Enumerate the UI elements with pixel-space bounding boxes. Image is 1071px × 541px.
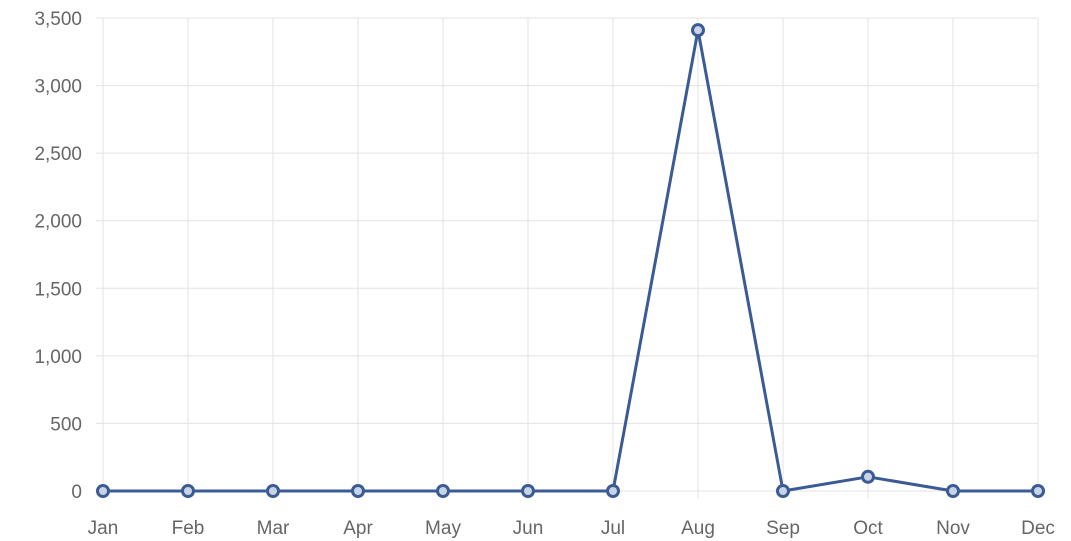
data-point[interactable] [181, 484, 195, 498]
data-point[interactable] [436, 484, 450, 498]
series-line [103, 28, 1038, 493]
data-point[interactable] [861, 469, 875, 484]
y-tick-label: 2,500 [34, 144, 82, 165]
x-tick-label: Feb [172, 518, 205, 539]
data-point[interactable] [521, 484, 535, 498]
y-tick-label: 3,500 [34, 9, 82, 30]
x-tick-label: Oct [853, 518, 883, 539]
x-tick-label: Jul [601, 518, 625, 539]
data-point[interactable] [776, 484, 790, 498]
series-layer [96, 23, 1045, 498]
x-tick-label: Jun [513, 518, 544, 539]
x-axis-ticks: Jan Feb Mar Apr May Jun Jul Aug Sep Oct Nov Dec [88, 518, 1055, 539]
x-tick-label: Aug [681, 518, 715, 539]
x-tick-label: May [425, 518, 461, 539]
y-tick-label: 1,000 [34, 347, 82, 368]
data-point[interactable] [266, 484, 280, 498]
grid [96, 17, 1039, 499]
data-point[interactable] [351, 484, 365, 498]
x-tick-label: Dec [1021, 518, 1055, 539]
x-tick-label: Nov [936, 518, 970, 539]
data-point[interactable] [1031, 484, 1045, 498]
y-tick-label: 1,500 [34, 279, 82, 300]
y-tick-label: 0 [71, 482, 82, 503]
data-point[interactable] [96, 484, 110, 498]
data-point[interactable] [946, 484, 960, 498]
x-tick-label: Jan [88, 518, 119, 539]
data-point[interactable] [691, 23, 705, 38]
data-point[interactable] [606, 484, 620, 498]
y-tick-label: 500 [50, 414, 82, 435]
y-tick-label: 2,000 [34, 212, 82, 233]
x-tick-label: Mar [257, 518, 290, 539]
x-tick-label: Apr [343, 518, 373, 539]
y-tick-label: 3,000 [34, 77, 82, 98]
y-axis-ticks: 0 500 1,000 1,500 2,000 2,500 3,000 3,500 [34, 9, 82, 503]
x-tick-label: Sep [766, 518, 800, 539]
